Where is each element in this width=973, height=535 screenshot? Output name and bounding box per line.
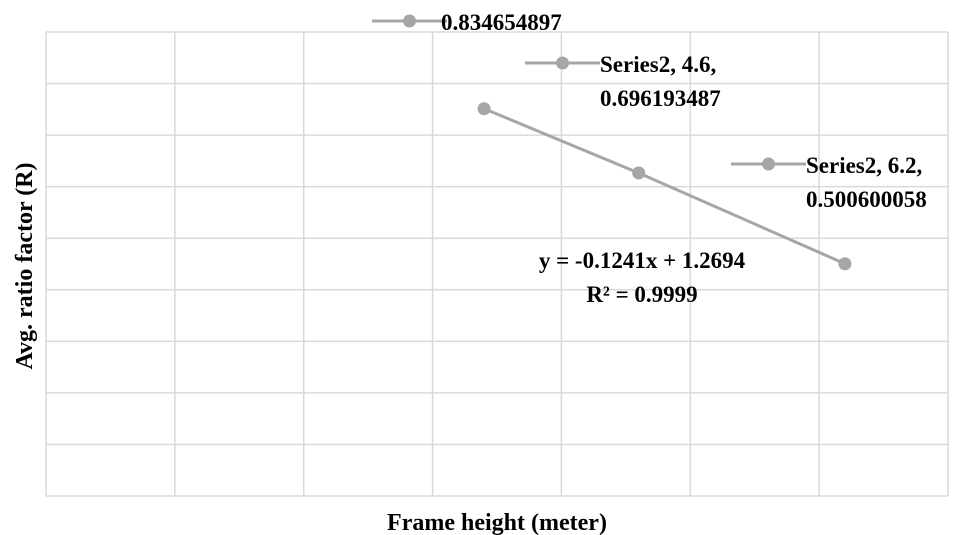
series-group [477,102,852,271]
data-label-key-marker [556,56,569,70]
data-label-key-marker [762,157,775,171]
data-label-text: Series2, 4.6, [600,52,716,77]
data-label-text: 0.500600058 [806,187,927,212]
data-point [838,257,852,271]
x-axis-label: Frame height (meter) [387,510,607,535]
data-label-text: Series2, 6.2, [806,153,922,178]
data-label-text: 0.696193487 [600,86,721,111]
grid [45,31,949,497]
trendline-r2: R² = 0.9999 [586,282,697,307]
data-label-key-marker [403,14,416,28]
data-point [477,102,491,116]
y-axis-label: Avg. ratio factor (R) [12,162,38,369]
data-point [632,166,646,180]
data-label-text: 0.834654897 [441,10,562,35]
trendline-equation: y = -0.1241x + 1.2694 [539,248,746,273]
data-labels-group: 0.834654897 Series2, 4.6, 0.696193487 Serie… [372,10,927,212]
